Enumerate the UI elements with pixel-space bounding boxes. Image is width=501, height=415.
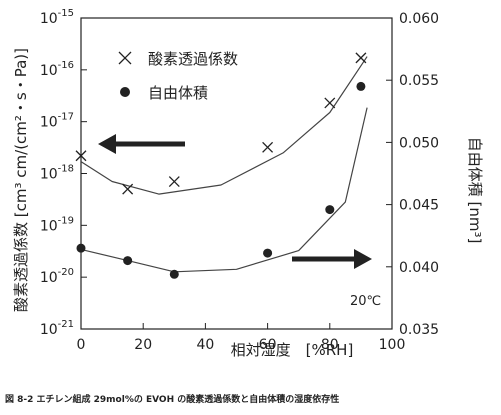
left-axis-arrow-icon [98,134,116,154]
oxygen-data-point [75,150,87,162]
left-y-tick-label: 10-18 [40,164,74,183]
free-volume-data-point [263,248,273,258]
oxygen-trend-curve [80,56,368,195]
right-y-tick-label: 0.055 [399,73,439,89]
x-tick-label: 80 [321,337,339,353]
left-y-tick-label: 10-17 [40,112,74,131]
legend-entry-free-volume: 自由体積 [120,84,208,102]
x-axis-label: 相対湿度 [%RH] [231,341,354,359]
left-y-tick-label: 10-20 [40,267,74,286]
right-y-axis-label: 自由体積 [nm³] [466,137,484,244]
x-marker-stroke [355,52,367,64]
free-volume-data-point [76,243,86,253]
free-volume-data-point [325,205,335,215]
x-tick-label: 40 [196,337,214,353]
legend-x-marker-icon [118,51,132,65]
marker-layer [75,52,367,279]
right-y-tick-label: 0.060 [399,11,439,27]
x-marker-stroke [122,183,134,195]
x-tick-label: 100 [379,337,406,353]
free-volume-data-point [169,269,179,279]
x-marker-stroke [324,97,336,109]
x-marker-stroke [262,141,274,153]
left-y-tick-label: 10-16 [40,60,74,79]
legend-label-oxygen: 酸素透過係数 [148,50,238,68]
right-y-tick-label: 0.050 [399,135,439,151]
free-volume-trend-curve [80,107,368,273]
x-marker-stroke [168,176,180,187]
oxygen-data-point [262,141,274,153]
legend-dot-marker-icon [120,87,130,97]
chart: 0 20 40 60 80 100 10-15 10-16 10-17 10-18 10-19 10-… [12,8,484,359]
left-y-tick-label: 10-15 [40,8,74,27]
x-marker-stroke [75,150,87,162]
oxygen-data-point [168,176,180,187]
legend: 酸素透過係数 自由体積 [118,50,238,102]
left-y-axis-label: 酸素透過係数 [cm³ cm/(cm²・s・Pa)] [12,48,30,312]
right-y-tick-label: 0.045 [399,198,439,214]
free-volume-data-point [123,256,133,266]
right-axis-arrow-icon [354,249,372,269]
oxygen-data-point [122,183,134,195]
temperature-annotation: 20℃ [350,294,381,309]
left-y-tick-label: 10-19 [40,215,74,234]
x-tick-label: 0 [77,337,86,353]
x-tick-label: 20 [134,337,152,353]
legend-entry-oxygen: 酸素透過係数 [118,50,238,68]
free-volume-data-point [356,81,366,91]
axis-arrow-layer [98,134,372,269]
oxygen-data-point [324,97,336,109]
right-y-tick-label: 0.035 [399,322,439,338]
right-y-tick-label: 0.040 [399,260,439,276]
x-tick-label: 60 [259,337,277,353]
left-y-tick-label: 10-21 [40,319,74,338]
oxygen-data-point [355,52,367,64]
legend-label-free-volume: 自由体積 [148,84,208,102]
figure-caption: 図 8-2 エチレン組成 29mol%の EVOH の酸素透過係数と自由体積の湿… [5,395,340,405]
